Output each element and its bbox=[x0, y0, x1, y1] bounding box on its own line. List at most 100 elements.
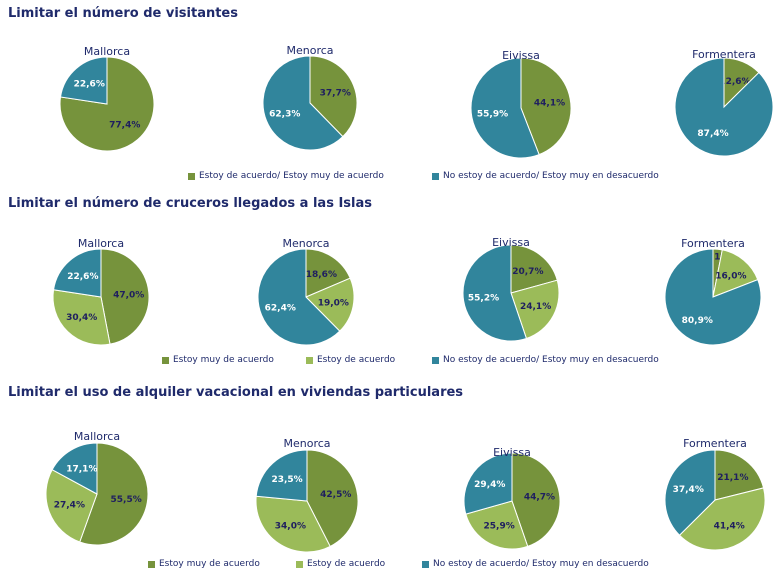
data-label: 17,1% bbox=[66, 465, 97, 475]
data-label: 20,7% bbox=[512, 267, 543, 277]
pie-title-menorca: Menorca bbox=[283, 437, 331, 450]
pie-slice bbox=[255, 449, 308, 502]
legend-label: Estoy muy de acuerdo bbox=[159, 559, 260, 569]
pie-title-menorca: Menorca bbox=[282, 237, 330, 250]
pie-slice bbox=[305, 277, 355, 332]
data-label: 37,7% bbox=[320, 89, 351, 99]
pie-slice bbox=[262, 55, 344, 151]
pie-slice bbox=[306, 449, 359, 548]
legend-swatch bbox=[162, 356, 169, 364]
data-label: 25,9% bbox=[484, 522, 515, 532]
legend-item: Estoy muy de acuerdo bbox=[162, 355, 274, 365]
legend-swatch bbox=[188, 172, 195, 180]
pie-title-formentera: Formentera bbox=[683, 437, 747, 450]
legend-item: Estoy muy de acuerdo bbox=[148, 559, 260, 569]
pie-slice bbox=[52, 248, 102, 298]
pie-title-eivissa: Eivissa bbox=[493, 446, 531, 459]
legend-label: Estoy muy de acuerdo bbox=[173, 355, 274, 365]
pie-slice bbox=[59, 56, 108, 105]
data-label: 16,0% bbox=[715, 272, 746, 282]
data-label: 62,4% bbox=[265, 304, 296, 314]
section-title: Limitar el número de cruceros llegados a… bbox=[8, 196, 372, 211]
pie-slice bbox=[305, 248, 351, 298]
data-label: 77,4% bbox=[109, 121, 140, 131]
data-label: 62,3% bbox=[269, 109, 300, 119]
data-label: 3,1% bbox=[704, 252, 729, 262]
data-label: 55,9% bbox=[477, 109, 508, 119]
legend-item: No estoy de acuerdo/ Estoy muy en desacu… bbox=[422, 559, 649, 569]
legend-swatch bbox=[432, 172, 439, 180]
legend-label: No estoy de acuerdo/ Estoy muy en desacu… bbox=[443, 171, 659, 181]
legend-swatch bbox=[296, 560, 303, 568]
data-label: 41,4% bbox=[714, 521, 745, 531]
legend-item: No estoy de acuerdo/ Estoy muy en desacu… bbox=[432, 171, 659, 181]
data-label: 27,4% bbox=[54, 501, 85, 511]
data-label: 87,4% bbox=[697, 129, 728, 139]
legend-swatch bbox=[422, 560, 429, 568]
legend-swatch bbox=[148, 560, 155, 568]
pie-slice bbox=[100, 248, 150, 345]
legend-label: Estoy de acuerdo/ Estoy muy de acuerdo bbox=[199, 171, 384, 181]
pie-title-formentera: Formentera bbox=[692, 48, 756, 61]
data-label: 22,6% bbox=[67, 272, 98, 282]
data-label: 37,4% bbox=[673, 485, 704, 495]
legend-label: No estoy de acuerdo/ Estoy muy en desacu… bbox=[433, 559, 649, 569]
data-label: 55,5% bbox=[111, 495, 142, 505]
section-title: Limitar el número de visitantes bbox=[8, 6, 238, 21]
pie-title-eivissa: Eivissa bbox=[502, 49, 540, 62]
pie-slice bbox=[51, 442, 98, 495]
pie-title-menorca: Menorca bbox=[286, 44, 334, 57]
data-label: 21,1% bbox=[717, 473, 748, 483]
pie-title-mallorca: Mallorca bbox=[77, 237, 125, 250]
pie-slice bbox=[510, 279, 560, 340]
data-label: 34,0% bbox=[275, 521, 306, 531]
data-label: 47,0% bbox=[113, 290, 144, 300]
pie-title-eivissa: Eivissa bbox=[492, 236, 530, 249]
pie-slice bbox=[712, 249, 759, 298]
data-label: 19,0% bbox=[318, 298, 349, 308]
data-label: 22,6% bbox=[74, 79, 105, 89]
legend-label: Estoy de acuerdo bbox=[317, 355, 396, 365]
legend-swatch bbox=[432, 356, 439, 364]
pie-slice bbox=[510, 244, 558, 294]
data-label: 44,7% bbox=[524, 492, 555, 502]
pie-title-mallorca: Mallorca bbox=[83, 45, 131, 58]
pie-slice bbox=[52, 289, 111, 346]
pie-slice bbox=[678, 487, 766, 551]
data-label: 12,6% bbox=[719, 77, 750, 87]
legend-swatch bbox=[306, 356, 313, 364]
data-label: 24,1% bbox=[520, 302, 551, 312]
legend-item: Estoy de acuerdo bbox=[306, 355, 395, 365]
data-label: 44,1% bbox=[534, 99, 565, 109]
pie-slice bbox=[470, 57, 540, 159]
legend-label: No estoy de acuerdo/ Estoy muy en desacu… bbox=[443, 355, 659, 365]
pie-slice bbox=[674, 57, 774, 157]
section-title: Limitar el uso de alquiler vacacional en… bbox=[8, 385, 464, 400]
legend-item: Estoy de acuerdo bbox=[296, 559, 385, 569]
data-label: 29,4% bbox=[474, 480, 505, 490]
data-label: 55,2% bbox=[468, 294, 499, 304]
pie-slice bbox=[520, 57, 572, 156]
pie-slice bbox=[463, 452, 513, 515]
pie-slice bbox=[309, 55, 358, 138]
pie-slice bbox=[462, 244, 528, 342]
pie-slice bbox=[664, 449, 716, 536]
legend-item: No estoy de acuerdo/ Estoy muy en desacu… bbox=[432, 355, 659, 365]
pie-title-mallorca: Mallorca bbox=[73, 430, 121, 443]
pie-slice bbox=[255, 495, 331, 553]
pie-slice bbox=[714, 449, 765, 501]
pie-slice bbox=[511, 452, 561, 547]
pie-slice bbox=[465, 500, 529, 550]
pie-slice bbox=[257, 248, 341, 346]
legend-item: Estoy de acuerdo/ Estoy muy de acuerdo bbox=[188, 171, 384, 181]
pie-slice bbox=[45, 469, 98, 543]
pie-slice bbox=[664, 248, 762, 346]
pie-title-formentera: Formentera bbox=[681, 237, 745, 250]
data-label: 42,5% bbox=[320, 490, 351, 500]
data-label: 23,5% bbox=[271, 475, 302, 485]
legend-label: Estoy de acuerdo bbox=[307, 559, 386, 569]
data-label: 80,9% bbox=[682, 316, 713, 326]
data-label: 18,6% bbox=[306, 270, 337, 280]
